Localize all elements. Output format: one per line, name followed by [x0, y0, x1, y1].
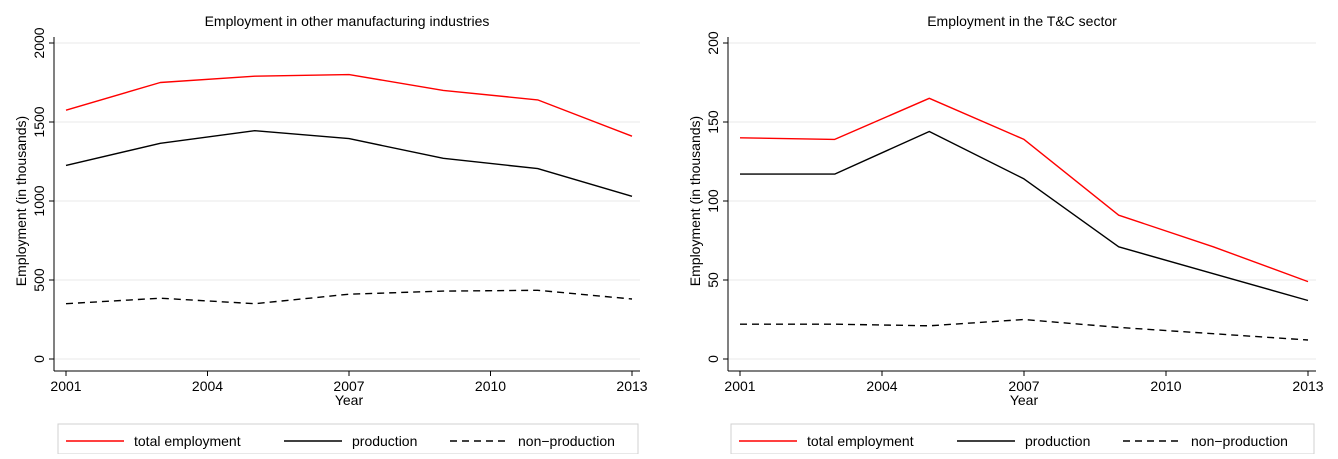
legend-label: production: [1025, 433, 1090, 449]
x-tick-label: 2010: [475, 378, 506, 394]
x-tick-label: 2013: [616, 378, 647, 394]
y-axis-label: Employment (in thousands): [13, 116, 29, 286]
chart-title: Employment in the T&C sector: [927, 13, 1117, 29]
legend-label: total employment: [134, 433, 241, 449]
series-line-1: [739, 97, 1309, 283]
x-tick-label: 2007: [333, 378, 364, 394]
series-line-3: [740, 318, 1309, 341]
legend-label: non−production: [518, 433, 615, 449]
y-tick-label: 2000: [31, 27, 47, 58]
y-tick-label: 500: [31, 268, 47, 292]
x-tick-label: 2010: [1150, 378, 1181, 394]
legend-box: [730, 423, 1315, 455]
y-tick-label: 100: [705, 189, 721, 213]
chart-title: Employment in other manufacturing indust…: [205, 13, 490, 29]
chart-panel-1: Employment in other manufacturing indust…: [13, 13, 648, 455]
x-tick-label: 2004: [192, 378, 223, 394]
series-line-3: [65, 289, 633, 305]
x-tick-label: 2001: [724, 378, 755, 394]
x-tick-label: 2001: [50, 378, 81, 394]
legend-label: production: [352, 433, 417, 449]
y-tick-label: 0: [705, 355, 721, 363]
legend-label: non−production: [1191, 433, 1288, 449]
chart-panel-2: Employment in the T&C sector 0 50 100 150 200…: [687, 13, 1324, 455]
series-line-1: [65, 73, 633, 137]
series-line-2: [740, 130, 1309, 302]
y-tick-label: 50: [705, 272, 721, 288]
x-tick-label: 2004: [866, 378, 897, 394]
y-tick-label: 150: [705, 110, 721, 134]
y-axis-label: Employment (in thousands): [687, 116, 703, 286]
y-tick-label: 1000: [31, 185, 47, 216]
legend-label: total employment: [807, 433, 914, 449]
y-tick-label: 1500: [31, 106, 47, 137]
y-tick-label: 0: [31, 355, 47, 363]
series-line-2: [65, 129, 633, 197]
x-tick-label: 2013: [1292, 378, 1323, 394]
x-tick-label: 2007: [1008, 378, 1039, 394]
y-tick-label: 200: [705, 31, 721, 55]
x-axis-label: Year: [335, 392, 364, 408]
x-axis-label: Year: [1010, 392, 1039, 408]
